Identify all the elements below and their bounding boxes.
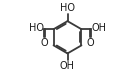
Text: HO: HO <box>29 23 44 33</box>
Text: OH: OH <box>60 61 75 71</box>
Text: O: O <box>87 38 94 48</box>
Text: OH: OH <box>91 23 106 33</box>
Text: O: O <box>41 38 48 48</box>
Text: HO: HO <box>60 3 75 13</box>
